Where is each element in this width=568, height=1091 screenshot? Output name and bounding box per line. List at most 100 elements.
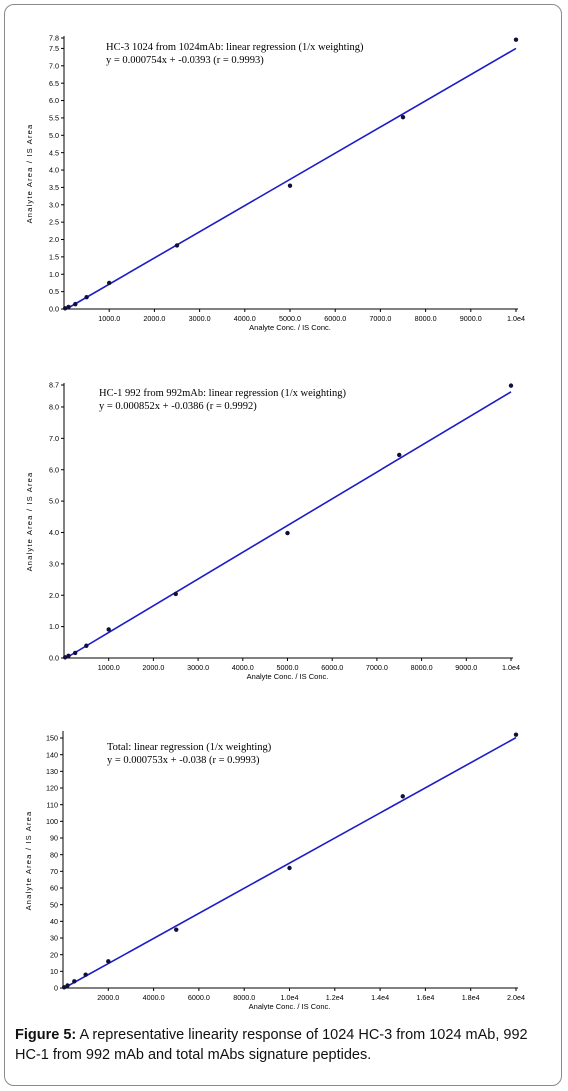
data-point [62,655,68,660]
y-tick-label: 10 [50,967,58,976]
y-tick-label: 7.8 [49,34,59,43]
x-tick-label: 1.0e4 [507,314,525,323]
y-tick-label: 30 [50,934,58,943]
y-tick-label: 6.0 [49,96,59,105]
y-tick-label: 4.5 [49,148,59,157]
data-point [84,294,89,300]
x-tick-label: 1.4e4 [371,993,389,1002]
y-tick-label: 5.0 [49,497,59,506]
data-point [66,653,71,659]
x-tick-label: 4000.0 [232,663,254,672]
x-tick-label: 2000.0 [97,993,119,1002]
y-tick-label: 0.0 [49,305,59,314]
x-tick-label: 2.0e4 [507,993,525,1002]
data-point [508,383,514,388]
data-point [84,643,89,648]
data-point [73,301,78,307]
regression-line [63,736,517,989]
y-tick-label: 140 [46,750,58,759]
x-tick-label: 4000.0 [143,993,165,1002]
x-axis-label: Analyte Conc. / IS Conc. [249,323,331,332]
chart-title: Total: linear regression (1/x weighting) [107,742,272,753]
y-axis-label: Analyte Area / IS Area [25,124,34,224]
y-tick-label: 8.7 [49,381,59,390]
data-point [400,794,405,799]
x-tick-label: 8000.0 [233,993,255,1002]
data-point [397,452,402,458]
y-tick-label: 130 [46,767,58,776]
y-tick-label: 6.5 [49,79,59,88]
data-point [106,627,111,632]
data-point [174,927,179,932]
data-point [72,979,77,984]
chart-title: HC-3 1024 from 1024mAb: linear regressio… [106,42,364,53]
y-tick-label: 1.0 [49,270,59,279]
chart-equation: y = 0.000754x + -0.0393 (r = 0.9993) [106,55,264,66]
y-tick-label: 3.5 [49,183,59,192]
y-tick-label: 50 [50,900,58,909]
y-tick-label: 8.0 [49,403,59,412]
x-axis-label: Analyte Conc. / IS Conc. [249,1002,331,1010]
data-point [65,983,70,988]
data-point [66,304,71,310]
y-tick-label: 2.0 [49,591,59,600]
x-tick-label: 5000.0 [277,663,299,672]
data-point [83,972,88,977]
x-tick-label: 8000.0 [415,314,437,323]
y-tick-label: 1.5 [49,252,59,261]
data-point [106,959,111,964]
data-point [107,280,112,286]
x-tick-label: 6000.0 [324,314,346,323]
y-tick-label: 80 [50,850,58,859]
x-tick-label: 6000.0 [188,993,210,1002]
caption-label: Figure 5: [15,1027,77,1043]
x-tick-label: 2000.0 [142,663,164,672]
y-tick-label: 7.5 [49,44,59,53]
regression-line [65,391,512,659]
y-axis-label: Analyte Area / IS Area [25,472,34,572]
figure-frame [4,4,562,1086]
data-point [62,306,68,311]
x-tick-label: 1.2e4 [326,993,344,1002]
y-tick-label: 4.0 [49,166,59,175]
x-tick-label: 3000.0 [189,314,211,323]
x-tick-label: 1.6e4 [416,993,434,1002]
x-tick-label: 1.0e4 [281,993,299,1002]
y-axis-label: Analyte Area / IS Area [24,811,33,911]
y-tick-label: 7.0 [49,61,59,70]
x-tick-label: 9000.0 [455,663,477,672]
x-tick-label: 9000.0 [460,314,482,323]
x-tick-label: 8000.0 [411,663,433,672]
y-tick-label: 60 [50,884,58,893]
data-point [513,37,519,42]
data-point [173,591,178,597]
y-tick-label: 100 [46,817,58,826]
x-axis-label: Analyte Conc. / IS Conc. [247,672,329,681]
chart-equation: y = 0.000852x + -0.0386 (r = 0.9992) [99,401,257,412]
x-tick-label: 4000.0 [234,314,256,323]
y-tick-label: 0 [54,984,58,993]
x-tick-label: 1.8e4 [462,993,480,1002]
data-point [174,243,180,248]
data-point [513,732,519,737]
figure-caption: Figure 5: A representative linearity res… [15,1025,550,1065]
data-point [61,985,67,990]
data-point [287,865,292,871]
x-tick-label: 2000.0 [143,314,165,323]
y-tick-label: 110 [47,800,58,809]
data-point [400,115,406,120]
y-tick-label: 7.0 [49,434,59,443]
x-tick-label: 3000.0 [187,663,209,672]
x-tick-label: 5000.0 [279,314,301,323]
x-tick-label: 1.0e4 [502,663,520,672]
x-tick-label: 1000.0 [98,663,120,672]
y-tick-label: 40 [50,917,58,926]
chart-hc3: 1000.0 2000.0 3000.0 4000.0 5000.0 6000.0 7000… [25,34,525,332]
y-tick-label: 2.0 [49,235,59,244]
y-tick-label: 5.5 [49,114,59,123]
y-tick-label: 20 [50,950,58,959]
chart-hc1: 1000.0 2000.0 3000.0 4000.0 5000.0 6000.0 7000… [25,381,520,681]
x-tick-label: 7000.0 [369,314,391,323]
y-tick-label: 70 [50,867,58,876]
regression-line [65,47,517,310]
